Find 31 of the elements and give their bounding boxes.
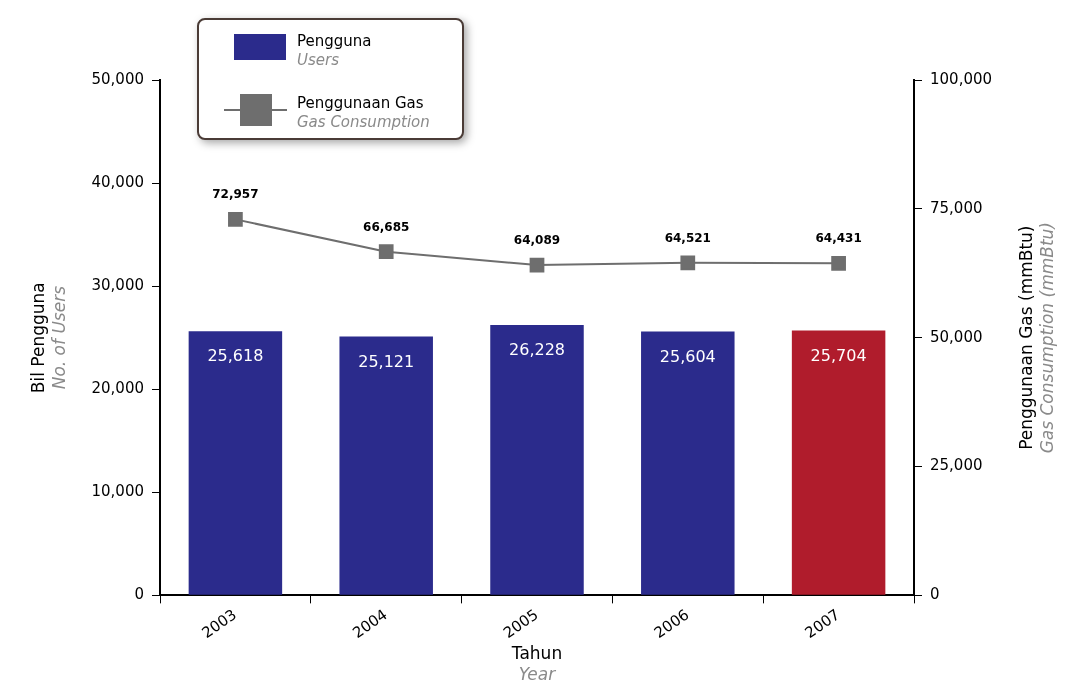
y2-tick-label: 0 — [930, 585, 940, 604]
y-tick-label: 50,000 — [91, 69, 144, 88]
data-label: 64,521 — [664, 230, 711, 245]
y-axis-title: Bil Pengguna No. of Users — [28, 282, 70, 394]
point — [529, 257, 545, 273]
data-label: 25,618 — [207, 346, 264, 366]
data-label: 66,685 — [363, 219, 410, 234]
y-tick-label: 20,000 — [91, 379, 144, 398]
y2-tick-label: 75,000 — [930, 198, 983, 217]
legend-label: Pengguna Users — [297, 32, 372, 70]
data-label: 64,089 — [513, 233, 561, 248]
y2-tick-label: 25,000 — [930, 456, 983, 475]
y2-axis-title: Penggunaan Gas (mmBtu) Gas Consumption (mmBtu) — [1016, 222, 1058, 454]
y-tick-label: 40,000 — [91, 172, 144, 191]
data-label: 25,604 — [659, 346, 716, 366]
data-label: 26,228 — [509, 340, 565, 360]
data-label: 72,957 — [212, 187, 259, 202]
point — [378, 244, 394, 260]
point — [680, 255, 696, 271]
point — [831, 255, 846, 271]
data-label: 25,121 — [358, 351, 415, 371]
x-axis-title: Tahun Year — [510, 643, 563, 685]
y2-tick-label: 100,000 — [930, 69, 993, 88]
data-label: 64,431 — [815, 231, 862, 246]
y-tick-label: 10,000 — [91, 482, 144, 501]
y2-tick-label: 50,000 — [930, 327, 983, 346]
point — [228, 212, 243, 227]
y-tick-label: 30,000 — [91, 276, 144, 295]
legend-label: Penggunaan Gas Gas Consumption — [297, 94, 430, 132]
y-tick-label: 0 — [134, 585, 144, 604]
data-label: 25,704 — [810, 345, 867, 365]
